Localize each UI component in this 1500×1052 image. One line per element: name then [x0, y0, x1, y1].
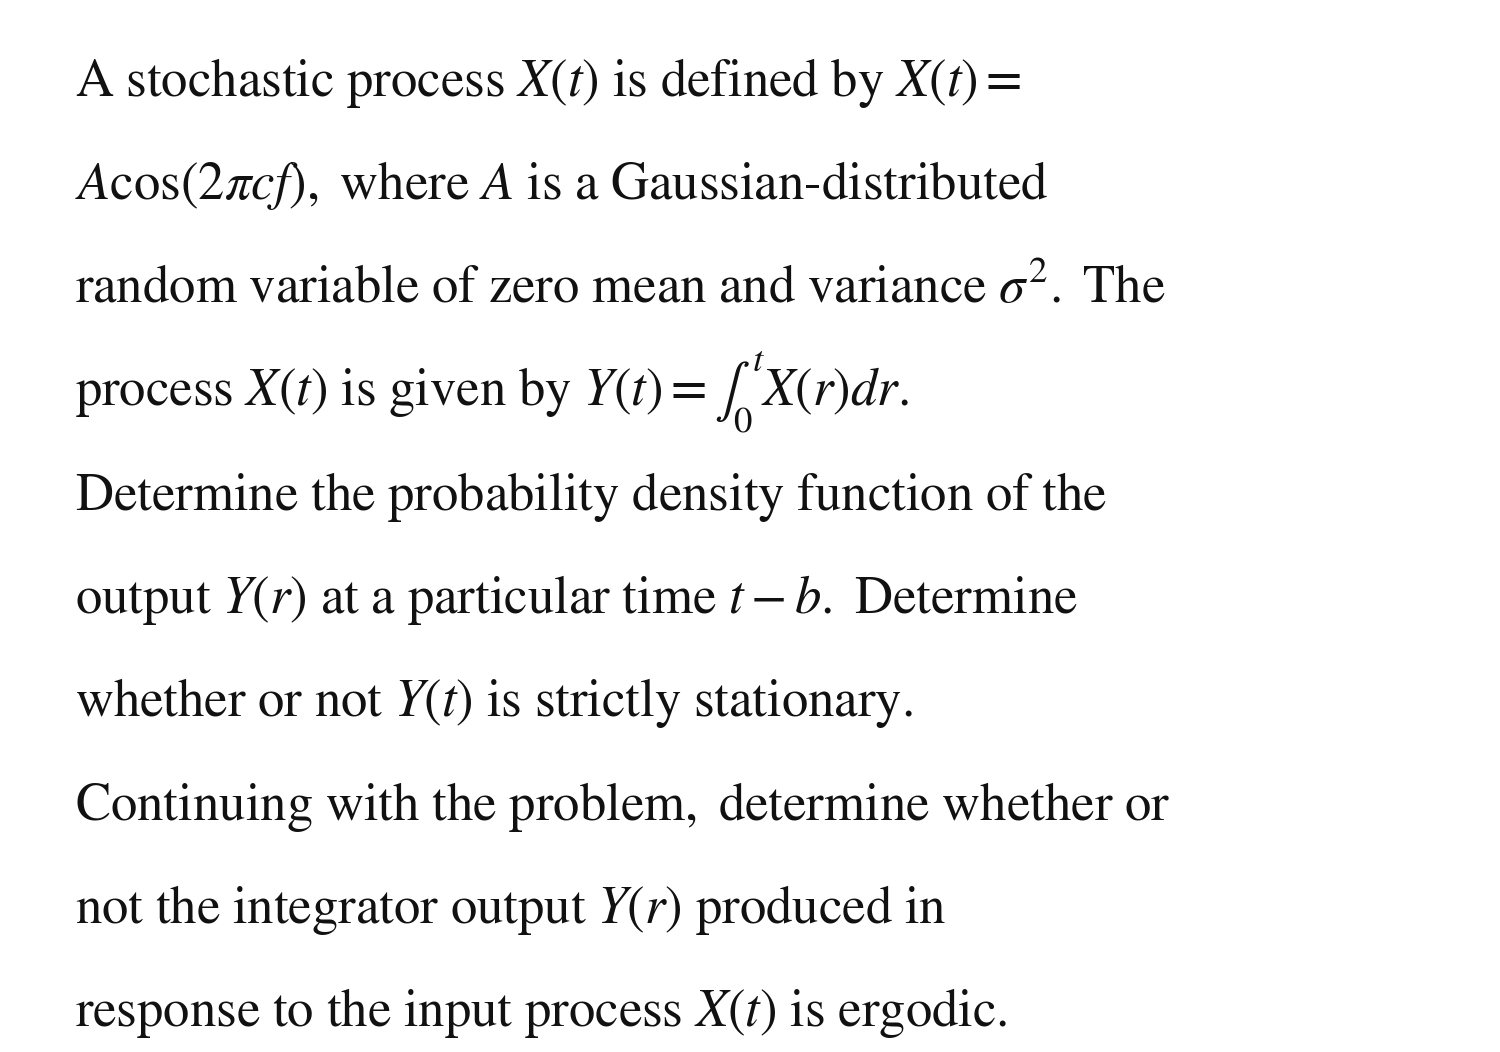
Text: $\mathrm{response\ to\ the\ input\ process}\ X(t)\ \mathrm{is\ ergodic.}$: $\mathrm{response\ to\ the\ input\ proce…: [75, 987, 1008, 1040]
Text: $\mathrm{Determine\ the\ probability\ density\ function\ of\ the}$: $\mathrm{Determine\ the\ probability\ de…: [75, 469, 1107, 524]
Text: $\mathrm{Continuing\ with\ the\ problem,\ determine\ whether\ or}$: $\mathrm{Continuing\ with\ the\ problem,…: [75, 780, 1170, 833]
Text: $\mathrm{whether\ or\ not}\ Y(t)\ \mathrm{is\ strictly\ stationary.}$: $\mathrm{whether\ or\ not}\ Y(t)\ \mathr…: [75, 676, 913, 730]
Text: $\mathrm{process}\ X(t)\ \mathrm{is\ given\ by}\ Y(t) = \int_0^{t} X(r)dr\mathrm: $\mathrm{process}\ X(t)\ \mathrm{is\ giv…: [75, 349, 909, 436]
Text: $\mathrm{A\ stochastic\ process}\ X(t)\ \mathrm{is\ defined\ by}\ X(t) =$: $\mathrm{A\ stochastic\ process}\ X(t)\ …: [75, 56, 1022, 110]
Text: $A\cos(2\pi cf)\mathrm{,\ where}\ A\ \mathrm{is\ a\ Gaussian\text{-}distributed}: $A\cos(2\pi cf)\mathrm{,\ where}\ A\ \ma…: [75, 160, 1048, 213]
Text: $\mathrm{not\ the\ integrator\ output}\ Y(r)\ \mathrm{produced\ in}$: $\mathrm{not\ the\ integrator\ output}\ …: [75, 883, 946, 937]
Text: $\mathrm{output}\ Y(r)\ \mathrm{at\ a\ particular\ time}\ t-b\mathrm{.\ Determin: $\mathrm{output}\ Y(r)\ \mathrm{at\ a\ p…: [75, 573, 1078, 627]
Text: $\mathrm{random\ variable\ of\ zero\ mean\ and\ variance}\ \sigma^2\mathrm{.\ Th: $\mathrm{random\ variable\ of\ zero\ mea…: [75, 265, 1166, 315]
